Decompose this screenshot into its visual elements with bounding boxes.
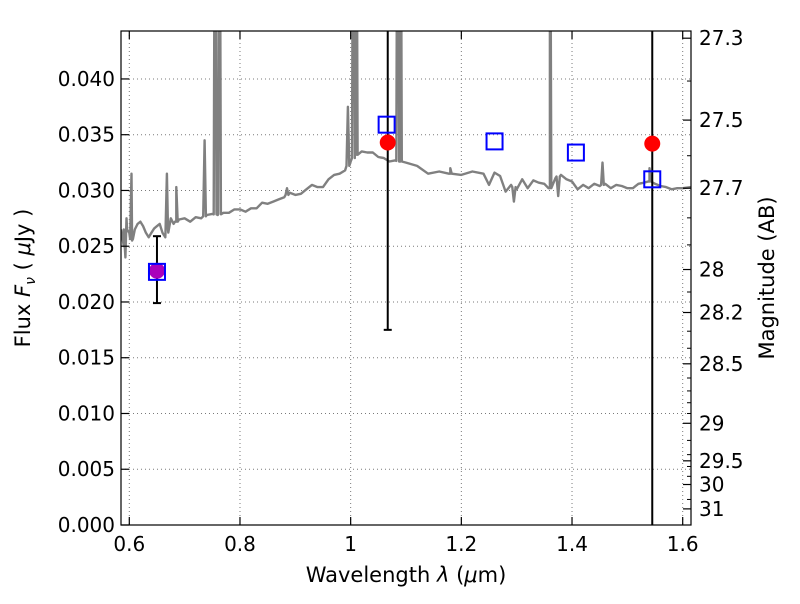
y2-tick-label: 27.7 (699, 176, 744, 200)
y2-tick-label: 28.2 (699, 301, 744, 325)
y-tick-label: 0.030 (58, 178, 115, 202)
model-spectrum-line (121, 31, 691, 259)
observed-flux-point (379, 134, 396, 151)
observed-flux-point (148, 262, 165, 279)
observed-flux-point (644, 135, 661, 152)
tick-labels: 0.6 0.8 1 1.2 1.4 1.6 0.000 0.005 0.010 0.015 0.02… (58, 26, 744, 556)
x-axis-title: Wavelength λ (μm) (306, 563, 507, 587)
y2-tick-label: 27.5 (699, 108, 744, 132)
y2-tick-label: 28.5 (699, 352, 744, 376)
y-tick-label: 0.035 (58, 123, 115, 147)
y-tick-label: 0.015 (58, 346, 115, 370)
x-tick-label: 0.8 (224, 532, 256, 556)
x-tick-label: 1.6 (667, 532, 699, 556)
model-photometry-box (377, 115, 396, 134)
y2-tick-label: 30 (699, 473, 724, 497)
axis-ticks (121, 31, 691, 526)
x-tick-label: 1.4 (556, 532, 588, 556)
y-tick-label: 0.010 (58, 401, 115, 425)
y2-tick-label: 29 (699, 411, 724, 435)
plot-area (121, 31, 691, 525)
y-tick-label: 0.040 (58, 67, 115, 91)
y-tick-label: 0.005 (58, 457, 115, 481)
y2-tick-label: 29.5 (699, 449, 744, 473)
x-tick-label: 1.2 (445, 532, 477, 556)
x-tick-label: 1 (344, 532, 357, 556)
y2-tick-label: 28 (699, 258, 724, 282)
model-photometry-box (643, 170, 662, 189)
y2-tick-label: 31 (699, 497, 724, 521)
y-tick-label: 0.020 (58, 290, 115, 314)
x-tick-label: 0.6 (113, 532, 145, 556)
y2-axis-title: Magnitude (AB) (755, 196, 779, 359)
plot-frame (120, 30, 692, 526)
model-photometry-box (147, 262, 166, 281)
y-tick-label: 0.025 (58, 234, 115, 258)
data-layer (121, 31, 691, 525)
y-axis-title: Flux Fν ( μJy ) (11, 209, 39, 348)
model-photometry-box (566, 143, 585, 162)
model-photometry-box (485, 132, 504, 151)
y-tick-label: 0.000 (58, 513, 115, 537)
y2-tick-label: 27.3 (699, 26, 744, 50)
